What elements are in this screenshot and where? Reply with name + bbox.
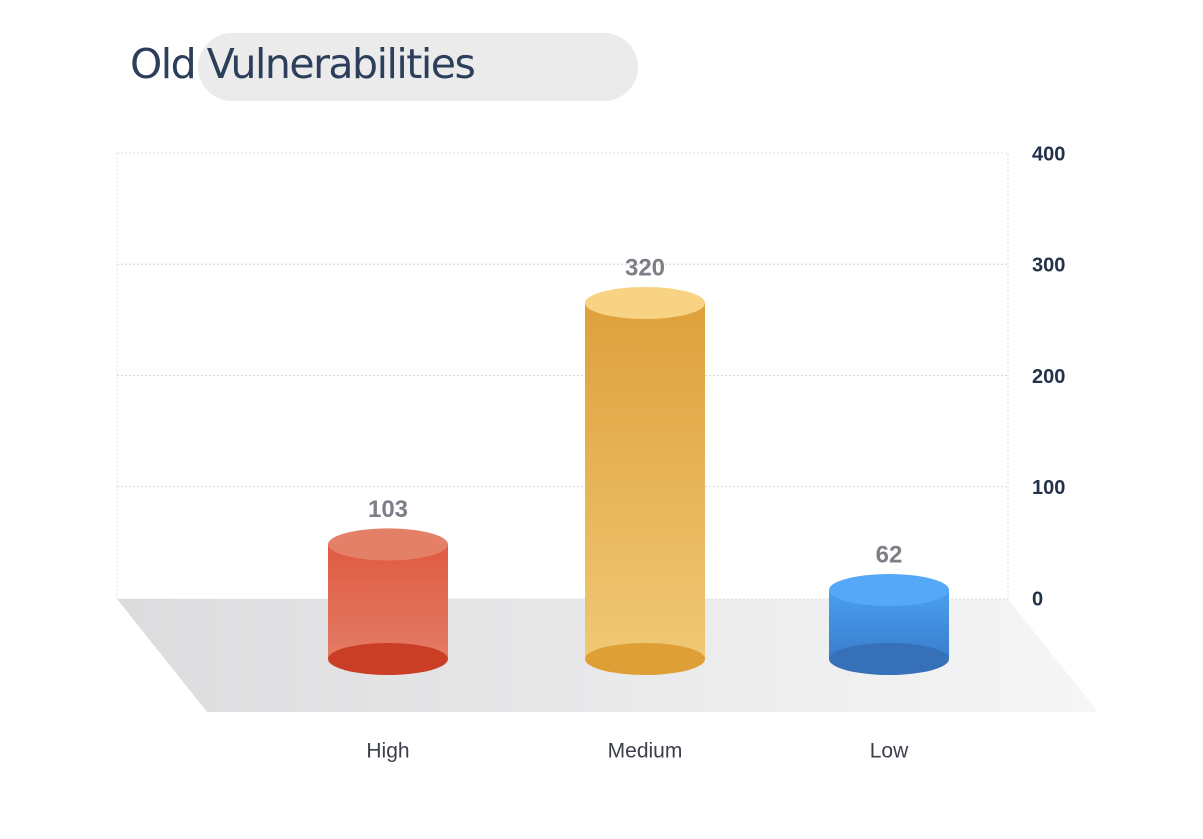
bar-base — [829, 643, 949, 675]
y-tick-label: 200 — [1032, 366, 1065, 388]
bar-high — [328, 528, 448, 675]
data-label: 62 — [876, 541, 903, 568]
x-tick-label: Low — [870, 740, 909, 763]
gridlines — [117, 263, 1008, 488]
data-label: 103 — [368, 496, 408, 523]
bar-body — [328, 544, 448, 659]
data-label: 320 — [625, 254, 665, 281]
y-axis: 0 100 200 300 400 — [1032, 143, 1065, 610]
bar-top — [328, 528, 448, 561]
chart-title: Old Vulnerabilities — [130, 40, 476, 88]
bar-low — [829, 574, 949, 675]
bar-top — [829, 574, 949, 607]
x-tick-label: High — [366, 740, 409, 763]
data-labels: 103 320 62 — [368, 254, 902, 568]
title-pill-background — [198, 33, 638, 101]
x-axis: High Medium Low — [366, 740, 909, 763]
bars — [328, 287, 949, 675]
bar-medium — [585, 287, 705, 675]
bar-top — [585, 287, 705, 319]
y-tick-label: 100 — [1032, 477, 1065, 499]
x-tick-label: Medium — [608, 740, 683, 763]
bar-base — [585, 643, 705, 675]
plot-area-border — [116, 152, 1009, 600]
bar-base — [328, 643, 448, 675]
y-tick-label: 400 — [1032, 143, 1065, 165]
bar-body — [585, 303, 705, 659]
y-tick-label: 0 — [1032, 588, 1043, 610]
y-tick-label: 300 — [1032, 255, 1065, 277]
